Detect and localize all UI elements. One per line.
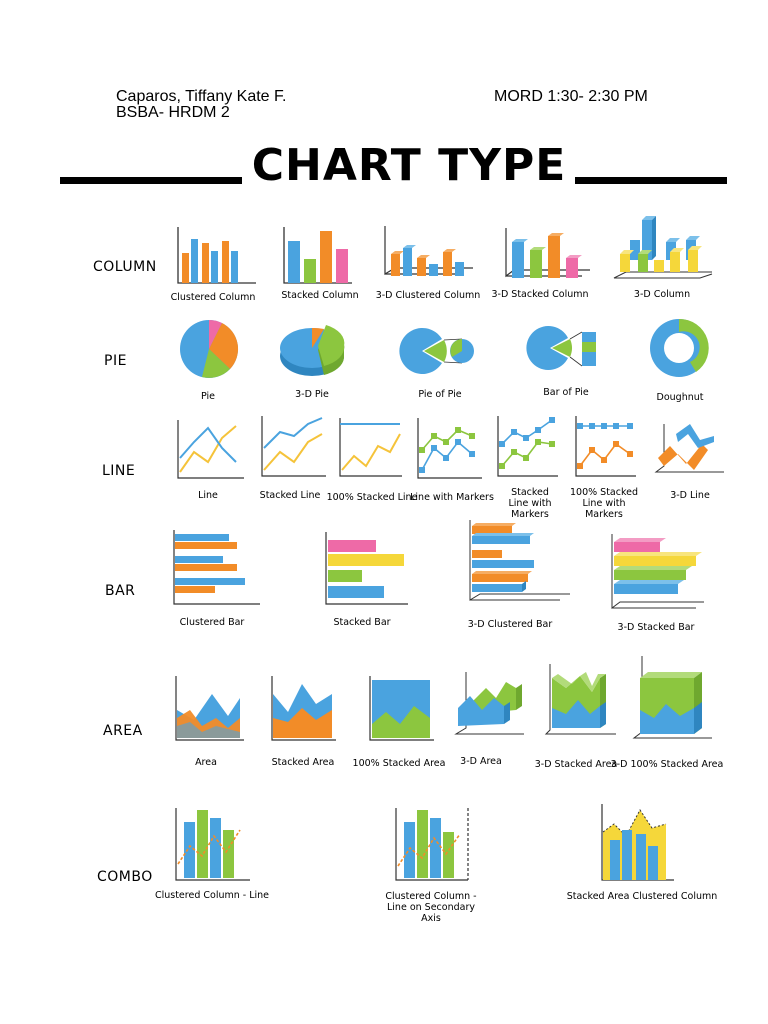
stacked-area-clustered-column-icon xyxy=(598,802,676,884)
bar-of-pie-icon xyxy=(524,322,600,374)
3d-100-stacked-area-icon xyxy=(632,654,714,742)
100-stacked-area-icon xyxy=(366,674,436,744)
title-rule-right xyxy=(575,177,727,184)
caption-line: Line xyxy=(198,490,218,501)
caption-3d-area: 3-D Area xyxy=(460,756,502,767)
row-label-combo: COMBO xyxy=(97,869,153,885)
caption-3d-clustered-column: 3-D Clustered Column xyxy=(375,290,481,301)
caption-3d-line: 3-D Line xyxy=(670,490,710,501)
row-label-pie: PIE xyxy=(104,353,127,369)
3d-stacked-column-icon xyxy=(500,224,592,286)
doughnut-icon xyxy=(648,316,710,380)
caption-stacked-line: Stacked Line xyxy=(259,490,321,501)
clustered-column-line-icon xyxy=(172,806,252,884)
caption-clustered-bar: Clustered Bar xyxy=(179,617,245,628)
student-name: Caparos, Tiffany Kate F. xyxy=(116,88,287,105)
caption-3d-stacked-column: 3-D Stacked Column xyxy=(491,289,589,300)
row-label-area: AREA xyxy=(103,723,143,739)
row-label-line: LINE xyxy=(102,463,136,479)
3d-clustered-column-icon xyxy=(377,222,475,286)
caption-stacked-area: Stacked Area xyxy=(271,757,335,768)
caption-clustered-column-line: Clustered Column - Line xyxy=(154,890,270,901)
caption-pie: Pie xyxy=(200,391,216,402)
3d-pie-icon xyxy=(278,320,348,380)
caption-3d-100-stacked-area: 3-D 100% Stacked Area xyxy=(610,759,724,770)
caption-area: Area xyxy=(195,757,217,768)
3d-stacked-area-icon xyxy=(544,660,618,742)
caption-100-stacked-line: 100% Stacked Line xyxy=(326,492,418,503)
3d-clustered-bar-icon xyxy=(462,516,572,614)
clustered-column-icon xyxy=(172,225,258,287)
caption-line-with-markers: Line with Markers xyxy=(410,492,494,503)
caption-doughnut: Doughnut xyxy=(656,392,704,403)
3d-area-icon xyxy=(452,668,528,740)
caption-3d-column: 3-D Column xyxy=(633,289,691,300)
100-stacked-line-with-markers-icon xyxy=(572,414,638,480)
stacked-column-icon xyxy=(280,225,354,287)
3d-column-icon xyxy=(608,214,716,280)
row-label-column: COLUMN xyxy=(93,259,157,275)
caption-3d-stacked-bar: 3-D Stacked Bar xyxy=(617,622,695,633)
caption-stacked-area-clustered-column: Stacked Area Clustered Column xyxy=(566,891,718,902)
page-title: CHART TYPE xyxy=(251,140,567,191)
caption-stacked-column: Stacked Column xyxy=(281,290,359,301)
pie-of-pie-icon xyxy=(396,325,476,377)
caption-bar-of-pie: Bar of Pie xyxy=(543,387,589,398)
caption-3d-stacked-area: 3-D Stacked Area xyxy=(534,759,618,770)
clustered-column-line-secondary-axis-icon xyxy=(392,806,474,884)
line-chart-icon xyxy=(174,418,246,482)
class-schedule: MORD 1:30- 2:30 PM xyxy=(494,88,648,105)
stacked-bar-icon xyxy=(322,530,410,608)
clustered-bar-icon xyxy=(170,528,262,608)
stacked-line-with-markers-icon xyxy=(494,414,560,480)
caption-stacked-line-with-markers: Stacked Line with Markers xyxy=(508,487,552,520)
3d-line-icon xyxy=(654,420,726,482)
stacked-area-icon xyxy=(268,674,338,744)
row-label-bar: BAR xyxy=(105,583,136,599)
caption-100-stacked-area: 100% Stacked Area xyxy=(352,758,446,769)
100-stacked-line-icon xyxy=(336,416,404,480)
caption-100-stacked-line-with-markers: 100% Stacked Line with Markers xyxy=(569,487,639,520)
caption-3d-clustered-bar: 3-D Clustered Bar xyxy=(467,619,553,630)
course-section: BSBA- HRDM 2 xyxy=(116,104,230,121)
3d-stacked-bar-icon xyxy=(606,530,706,616)
caption-stacked-bar: Stacked Bar xyxy=(333,617,391,628)
caption-3d-pie: 3-D Pie xyxy=(295,389,329,400)
pie-chart-icon xyxy=(178,316,240,382)
stacked-line-icon xyxy=(258,414,328,480)
caption-pie-of-pie: Pie of Pie xyxy=(418,389,462,400)
title-rule-left xyxy=(60,177,242,184)
area-chart-icon xyxy=(172,674,246,744)
caption-clustered-column-line-secondary-axis: Clustered Column - Line on Secondary Axi… xyxy=(385,891,477,924)
caption-clustered-column: Clustered Column xyxy=(170,292,256,303)
line-with-markers-icon xyxy=(414,416,484,482)
